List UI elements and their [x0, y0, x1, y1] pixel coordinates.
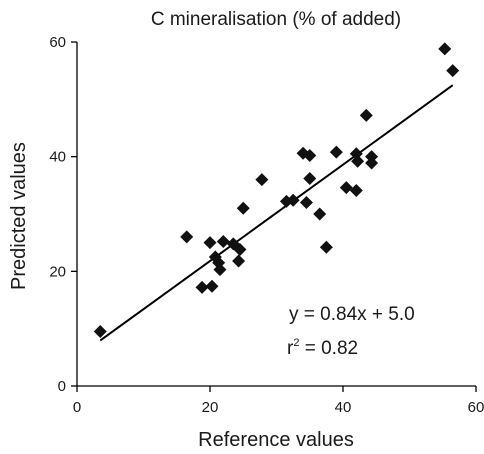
data-point [233, 243, 247, 257]
r-squared-label: r2 = 0.82 [287, 337, 358, 359]
y-tick-label: 60 [49, 34, 66, 51]
r-squared-value: = 0.82 [299, 338, 358, 359]
data-point [303, 149, 317, 163]
data-point [351, 154, 365, 168]
y-ticks: 0 20 40 60 [49, 34, 77, 395]
data-point [205, 279, 219, 293]
data-point [329, 145, 343, 159]
y-axis-label: Predicted values [8, 142, 30, 290]
chart-title: C mineralisation (% of added) [151, 9, 401, 30]
x-tick-label: 60 [468, 399, 484, 416]
data-point [299, 196, 313, 210]
data-point [446, 64, 460, 78]
data-point [93, 325, 107, 339]
data-point [286, 193, 300, 207]
r-squared-symbol: r [287, 338, 294, 359]
data-point [216, 235, 230, 249]
y-tick-label: 40 [49, 149, 66, 166]
regression-line [99, 84, 454, 342]
data-point [255, 173, 269, 187]
x-axis-label: Reference values [198, 429, 354, 451]
data-point [303, 171, 317, 185]
data-point [203, 236, 217, 250]
data-point [339, 181, 353, 195]
data-point [213, 263, 227, 277]
data-point [349, 183, 363, 197]
data-point [438, 42, 452, 56]
data-point [313, 207, 327, 221]
data-point [319, 240, 333, 254]
y-tick-label: 0 [58, 378, 66, 395]
data-point [232, 254, 246, 268]
data-point [236, 201, 250, 215]
data-point [359, 108, 373, 122]
x-tick-label: 20 [202, 399, 219, 416]
data-point [365, 156, 379, 170]
y-tick-label: 20 [49, 263, 66, 280]
data-point [195, 280, 209, 294]
x-tick-label: 40 [335, 399, 352, 416]
data-points [93, 42, 460, 339]
data-point [180, 230, 194, 244]
r-squared-exponent: 2 [293, 337, 299, 349]
x-ticks: 0 20 40 60 [73, 386, 484, 416]
x-tick-label: 0 [73, 399, 81, 416]
regression-equation: y = 0.84x + 5.0 [289, 304, 415, 325]
